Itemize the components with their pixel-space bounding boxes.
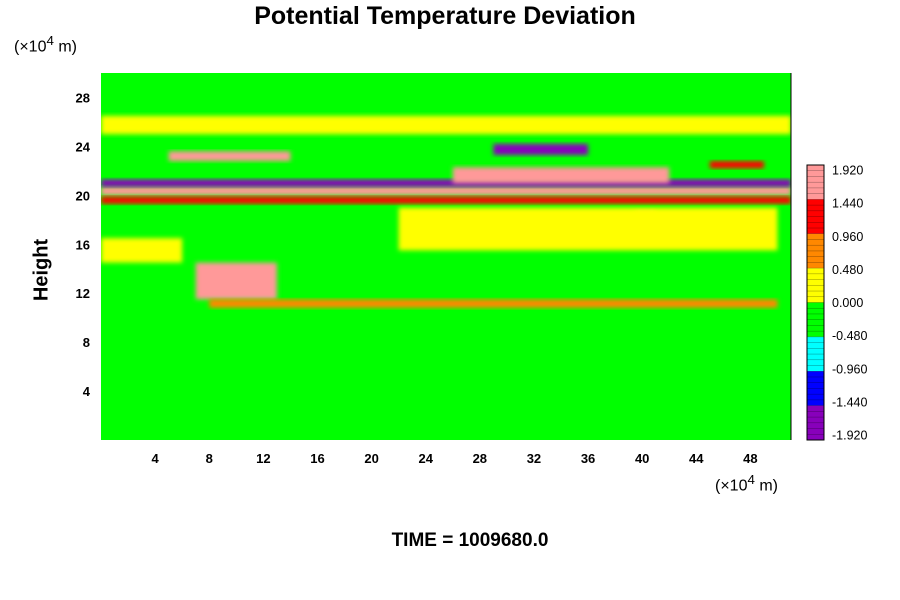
x-tick-label: 4 <box>152 451 160 466</box>
y-tick-label: 20 <box>76 188 90 203</box>
chart-title: Potential Temperature Deviation <box>254 2 636 30</box>
x-tick-label: 36 <box>581 451 595 466</box>
x-tick-label: 20 <box>364 451 378 466</box>
colorbar-label: 0.480 <box>832 263 863 277</box>
x-tick-label: 24 <box>418 451 433 466</box>
heatmap-cell <box>101 196 791 204</box>
y-axis-unit-suffix: m) <box>53 38 77 56</box>
x-axis-unit-suffix: m) <box>754 477 778 495</box>
x-tick-label: 44 <box>689 451 704 466</box>
heatmap-cell <box>101 115 791 135</box>
x-axis-unit-prefix: (×10 <box>715 477 748 495</box>
heatmap-cell <box>101 186 791 196</box>
colorbar-label: -0.480 <box>832 329 867 343</box>
heatmap-cell <box>101 179 791 187</box>
colorbar: 1.920 1.440 0.960 0.480 0.000 -0.480 -0.960 -1.… <box>806 164 867 443</box>
y-tick-label: 4 <box>83 384 91 399</box>
x-tick-label: 16 <box>310 451 324 466</box>
x-tick-label: 12 <box>256 451 270 466</box>
colorbar-border <box>806 164 825 441</box>
y-tick-label: 16 <box>76 237 90 252</box>
y-axis-unit-exponent: 4 <box>46 33 54 48</box>
colorbar-label: -0.960 <box>832 362 867 376</box>
x-axis-unit-exponent: 4 <box>747 472 755 487</box>
y-axis-unit-prefix: (×10 <box>14 38 47 56</box>
x-tick-label: 32 <box>527 451 541 466</box>
x-axis-unit: (×104 m) <box>715 472 778 495</box>
y-tick-label: 28 <box>76 90 90 105</box>
time-label: TIME = 1009680.0 <box>391 530 549 551</box>
colorbar-label: 1.440 <box>832 197 863 211</box>
x-tick-label: 28 <box>473 451 487 466</box>
heatmap-layer <box>101 115 791 392</box>
heatmap-cell <box>547 329 616 392</box>
x-tick-label: 8 <box>206 451 213 466</box>
colorbar-label: 0.000 <box>832 296 863 310</box>
colorbar-label: -1.440 <box>832 395 867 409</box>
y-axis-ticks: 4 8 12 16 20 24 28 <box>76 90 91 399</box>
heatmap-cell <box>493 143 589 155</box>
heatmap-cell <box>709 161 764 169</box>
y-tick-label: 8 <box>83 335 90 350</box>
colorbar-label: 0.960 <box>832 230 863 244</box>
x-tick-label: 48 <box>743 451 757 466</box>
heatmap-cell <box>209 299 778 308</box>
x-axis-ticks: 4 8 12 16 20 24 28 32 36 40 44 48 <box>152 451 758 466</box>
y-tick-label: 12 <box>76 286 90 301</box>
heatmap-cell <box>195 262 277 300</box>
heatmap-cell <box>398 207 778 251</box>
y-tick-label: 24 <box>76 139 91 154</box>
heatmap-cell <box>168 151 291 162</box>
y-axis-unit: (×104 m) <box>14 33 77 56</box>
colorbar-label: 1.920 <box>832 164 863 178</box>
x-tick-label: 40 <box>635 451 649 466</box>
heatmap-cell <box>452 167 670 184</box>
colorbar-label: -1.920 <box>832 429 867 443</box>
heatmap-cell <box>101 238 183 263</box>
